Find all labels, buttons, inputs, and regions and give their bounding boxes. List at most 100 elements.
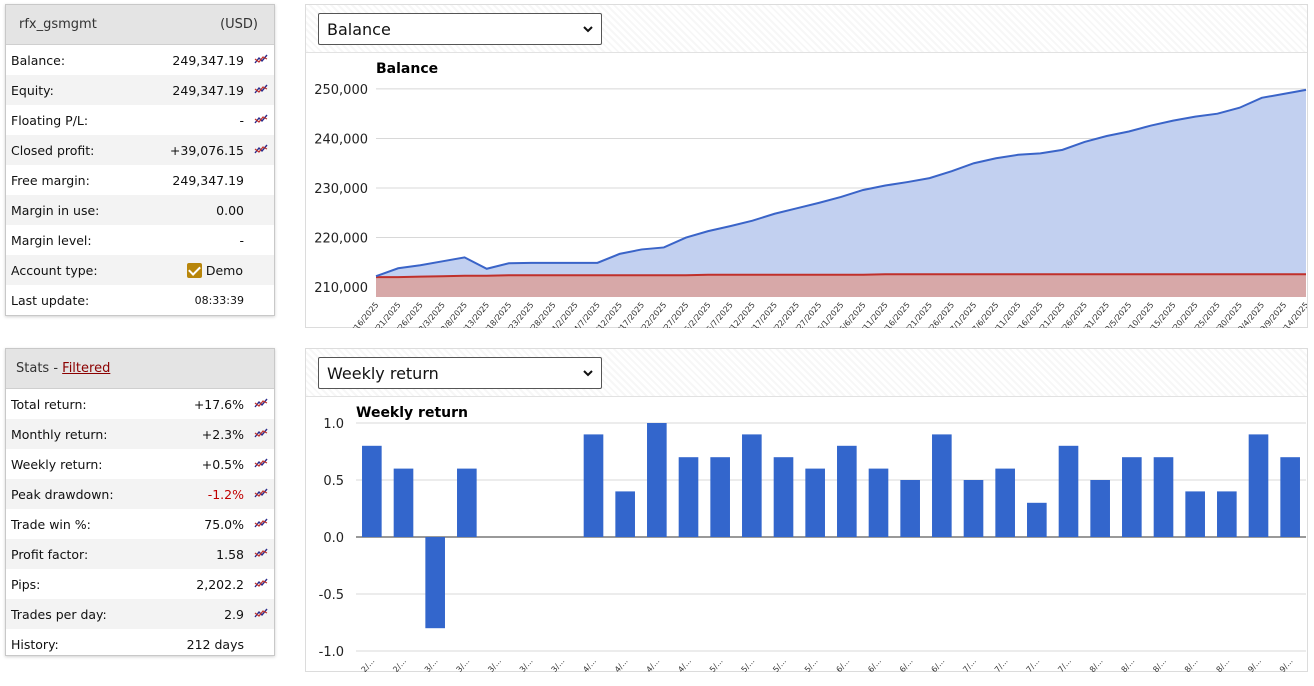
stats-row-label: Pips:	[11, 576, 41, 592]
bar	[457, 468, 477, 537]
balance-chart-panel: Balance Balance 210,000 220,000 230,000 240,…	[305, 4, 1308, 328]
chart-icon[interactable]	[254, 397, 268, 409]
chart-icon[interactable]	[254, 517, 268, 529]
y-tick-label: 250,000	[314, 83, 368, 98]
balance-chart-title: Balance	[376, 61, 438, 77]
account-header: rfx_gsmgmt (USD)	[6, 5, 274, 45]
bar	[1153, 457, 1174, 537]
balance-chart-select[interactable]: Balance	[318, 13, 602, 45]
account-row-value: -	[239, 232, 244, 248]
account-row: Margin level: -	[6, 225, 274, 255]
x-tick-label: 5/...	[771, 657, 788, 672]
bar	[900, 480, 920, 537]
chart-icon[interactable]	[254, 577, 268, 589]
bar	[678, 457, 699, 537]
account-row-value: 08:33:39	[194, 293, 244, 307]
stats-row-label: Trade win %:	[11, 516, 91, 532]
account-row-label: Margin in use:	[11, 202, 100, 218]
account-row: Balance: 249,347.19	[6, 45, 274, 75]
y-tick-label: 230,000	[314, 182, 368, 197]
y-tick-label: 0.0	[323, 531, 344, 546]
stats-row-label: Total return:	[11, 396, 87, 412]
stats-title: Stats -	[16, 361, 63, 376]
account-row-value: Demo	[134, 262, 274, 278]
stats-row-value: -1.2%	[207, 486, 244, 502]
x-tick-label: 3/...	[518, 657, 535, 672]
chart-icon[interactable]	[254, 427, 268, 439]
bar	[868, 468, 889, 537]
y-tick-label: -0.5	[319, 588, 344, 603]
bar	[932, 434, 952, 537]
stats-row: Trade win %: 75.0%	[6, 509, 274, 539]
account-row-value: 0.00	[216, 202, 244, 218]
x-tick-label: 6/...	[835, 657, 852, 672]
bar	[995, 468, 1015, 537]
x-tick-label: 7/...	[1056, 657, 1073, 672]
x-tick-label: 3/...	[423, 657, 440, 672]
account-row: Margin in use: 0.00	[6, 195, 274, 225]
bar	[583, 434, 604, 537]
account-row-label: Margin level:	[11, 232, 92, 248]
stats-row: Weekly return: +0.5%	[6, 449, 274, 479]
balance-chart-select-value: Balance	[327, 19, 391, 39]
filtered-link[interactable]: Filtered	[62, 361, 111, 376]
account-panel: rfx_gsmgmt (USD) Balance: 249,347.19 Equit…	[5, 4, 275, 316]
x-tick-label: 9/...	[1278, 657, 1295, 672]
account-row-label: Closed profit:	[11, 142, 95, 158]
x-tick-label: 2/...	[360, 657, 377, 672]
y-tick-label: 240,000	[314, 132, 368, 147]
account-row-value: +39,076.15	[169, 142, 244, 158]
y-tick-label: 220,000	[314, 232, 368, 247]
bar	[837, 445, 857, 537]
chart-icon[interactable]	[254, 487, 268, 499]
chart-icon[interactable]	[254, 457, 268, 469]
bar	[1280, 457, 1300, 537]
chart-icon[interactable]	[254, 547, 268, 559]
account-row-label: Last update:	[11, 292, 90, 308]
stats-row-value: +17.6%	[193, 396, 244, 412]
balance-chart-toolbar: Balance	[306, 5, 1307, 53]
chart-icon[interactable]	[254, 607, 268, 619]
bar	[963, 480, 984, 537]
bar	[615, 491, 635, 537]
account-row: Free margin: 249,347.19	[6, 165, 274, 195]
x-tick-label: 6/...	[866, 657, 883, 672]
stats-row: Profit factor: 1.58	[6, 539, 274, 569]
bar	[1090, 480, 1110, 537]
bar	[1122, 457, 1142, 537]
x-tick-label: 3/...	[550, 657, 567, 672]
chart-icon[interactable]	[254, 83, 268, 95]
stats-row-label: Weekly return:	[11, 456, 103, 472]
bar	[805, 468, 825, 537]
weekly-chart-select[interactable]: Weekly return	[318, 357, 602, 389]
chevron-down-icon	[583, 370, 593, 377]
stats-row-label: Peak drawdown:	[11, 486, 114, 502]
chart-icon[interactable]	[254, 53, 268, 65]
chart-icon[interactable]	[254, 113, 268, 125]
bar	[710, 457, 730, 537]
weekly-chart: Weekly return -1.0 -0.5 0.0 0.5 1.0 2/... 2/...…	[319, 405, 1306, 672]
stats-row-value: 2.9	[224, 606, 244, 622]
account-row-value: 249,347.19	[172, 172, 244, 188]
chevron-down-icon	[583, 26, 593, 33]
account-row-value: -	[239, 112, 244, 128]
balance-area	[376, 89, 1306, 298]
x-tick-label: 7/...	[961, 657, 978, 672]
balance-chart: Balance 210,000 220,000 230,000 240,000 250,0…	[314, 61, 1307, 328]
account-row-value: 249,347.19	[172, 52, 244, 68]
x-tick-label: 4/...	[613, 657, 630, 672]
x-tick-label: 9/...	[1246, 657, 1263, 672]
chart-icon[interactable]	[254, 143, 268, 155]
account-row-label: Free margin:	[11, 172, 90, 188]
x-tick-label: 5/...	[708, 657, 725, 672]
balance-line	[375, 88, 1307, 278]
stats-row-label: Monthly return:	[11, 426, 108, 442]
stats-row-value: 75.0%	[204, 516, 244, 532]
weekly-chart-toolbar: Weekly return	[306, 349, 1307, 397]
x-tick-label: 7/...	[1025, 657, 1042, 672]
x-tick-label: 5/...	[803, 657, 820, 672]
weekly-chart-panel: Weekly return Weekly return -1.0 -0.5 0.0 0.…	[305, 348, 1308, 672]
x-tick-label: 3/...	[455, 657, 472, 672]
y-tick-label: 0.5	[323, 474, 344, 489]
account-row: Last update: 08:33:39	[6, 285, 274, 315]
